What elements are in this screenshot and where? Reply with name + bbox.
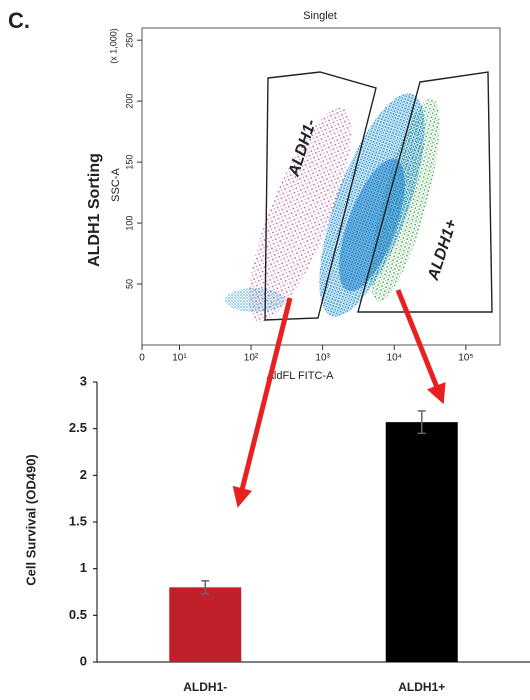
arrow xyxy=(395,289,446,405)
bar xyxy=(385,422,458,662)
gate xyxy=(264,71,377,321)
y-tick-label: 2.5 xyxy=(69,420,87,435)
y-tick-label: 3 xyxy=(80,373,87,388)
plot-title: Singlet xyxy=(303,10,337,22)
y-tick-label: 1.5 xyxy=(69,513,87,528)
y-tick-label: 1 xyxy=(80,560,87,575)
gate-label: ALDH1+ xyxy=(425,217,461,283)
y-tick-label: 250 xyxy=(124,33,134,48)
cell-cloud xyxy=(225,93,440,323)
x-tick-label: 10¹ xyxy=(172,353,187,364)
x-tick-label: 10⁵ xyxy=(458,353,473,364)
x-tick-label: ALDH1- xyxy=(183,680,227,694)
y-tick-label: 150 xyxy=(124,155,134,170)
x-tick-label: ALDH1+ xyxy=(398,680,445,694)
y-tick-label: 0.5 xyxy=(69,607,87,622)
x-tick-label: 10⁴ xyxy=(387,353,402,364)
y-tick-label: 0 xyxy=(80,653,87,668)
x-tick-label: 0 xyxy=(139,353,145,364)
x-tick-label: 10² xyxy=(244,353,259,364)
y-unit: (x 1,000) xyxy=(108,28,118,64)
y-tick-label: 50 xyxy=(124,279,134,289)
y-label: Cell Survival (OD490) xyxy=(23,454,38,586)
y-tick-label: 100 xyxy=(124,216,134,231)
y-tick-label: 2 xyxy=(80,467,87,482)
arrow xyxy=(232,297,293,508)
y-tick-label: 200 xyxy=(124,94,134,109)
x-label: AldFL FITC-A xyxy=(267,370,334,382)
bar xyxy=(169,587,242,662)
panel-label: C. xyxy=(8,8,30,33)
gate xyxy=(357,71,493,313)
plot-frame xyxy=(141,27,501,346)
x-tick-label: 10³ xyxy=(315,353,330,364)
y-label: SSC-A xyxy=(110,168,122,202)
side-label: ALDH1 Sorting xyxy=(86,153,103,267)
